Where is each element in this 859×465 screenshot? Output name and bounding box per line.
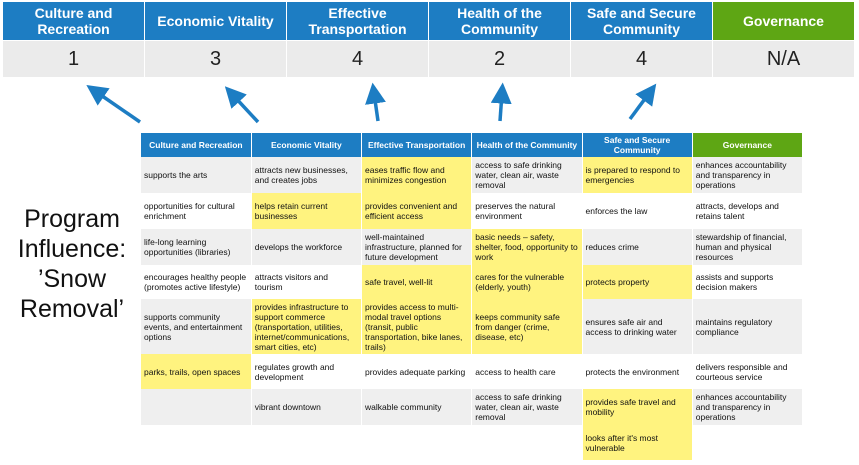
table-cell: cares for the vulnerable (elderly, youth…: [471, 265, 583, 299]
category-header: Economic Vitality: [145, 2, 287, 40]
arrow-icon: [86, 85, 141, 124]
table-cell: encourages healthy people (promotes acti…: [141, 265, 252, 299]
table-cell: attracts new businesses, and creates job…: [251, 157, 363, 193]
table-cell: [251, 425, 363, 460]
table-row: supports community events, and entertain…: [141, 299, 804, 354]
table-cell: ensures safe air and access to drinking …: [582, 299, 693, 354]
arrow-icon: [365, 82, 386, 122]
table-cell: enhances accountability and transparency…: [692, 157, 804, 193]
table-cell: provides adequate parking: [361, 354, 473, 389]
table-cell: access to health care: [471, 354, 583, 389]
table-row: supports the arts attracts new businesses…: [141, 157, 804, 193]
table-cell: looks after it's most vulnerable: [582, 425, 693, 460]
category-score: N/A: [713, 40, 855, 77]
table-row: encourages healthy people (promotes acti…: [141, 265, 804, 299]
table-cell: keeps community safe from danger (crime,…: [471, 299, 583, 354]
table-cell: [141, 389, 252, 425]
table-header: Economic Vitality: [251, 133, 363, 157]
table-cell: reduces crime: [582, 229, 693, 265]
table-header: Governance: [692, 133, 804, 157]
category-header: Governance: [713, 2, 855, 40]
table-cell: [471, 425, 583, 460]
table-cell: well-maintained infrastructure, planned …: [361, 229, 473, 265]
table-cell: safe travel, well-lit: [361, 265, 473, 299]
table-cell: enhances accountability and transparency…: [692, 389, 804, 425]
arrow-icon: [490, 82, 512, 122]
table-cell: develops the workforce: [251, 229, 363, 265]
table-cell: [361, 425, 473, 460]
category-score: 1: [3, 40, 145, 77]
category-header: Effective Transportation: [287, 2, 429, 40]
table-cell: opportunities for cultural enrichment: [141, 193, 252, 229]
table-row: life-long learning opportunities (librar…: [141, 229, 804, 265]
table-header: Health of the Community: [471, 133, 583, 157]
table-cell: maintains regulatory compliance: [692, 299, 804, 354]
table-cell: vibrant downtown: [251, 389, 363, 425]
category-header: Health of the Community: [429, 2, 571, 40]
table-cell: delivers responsible and courteous servi…: [692, 354, 804, 389]
table-cell: supports the arts: [141, 157, 252, 193]
table-header: Culture and Recreation: [141, 133, 252, 157]
table-cell: provides access to multi-modal travel op…: [361, 299, 473, 354]
table-cell: preserves the natural environment: [471, 193, 583, 229]
table-cell: parks, trails, open spaces: [141, 354, 252, 389]
table-cell: attracts, develops and retains talent: [692, 193, 804, 229]
table-cell: provides safe travel and mobility: [582, 389, 693, 425]
category-score: 4: [287, 40, 429, 77]
table-cell: [692, 425, 804, 460]
table-cell: stewardship of financial, human and phys…: [692, 229, 804, 265]
arrow-icon: [224, 86, 260, 124]
table-row: looks after it's most vulnerable: [141, 425, 804, 460]
category-score: 4: [571, 40, 713, 77]
influence-table: Culture and Recreation Economic Vitality E…: [141, 133, 804, 460]
table-cell: basic needs – safety, shelter, food, opp…: [471, 229, 583, 265]
category-header: Culture and Recreation: [3, 2, 145, 40]
table-cell: helps retain current businesses: [251, 193, 363, 229]
table-cell: regulates growth and development: [251, 354, 363, 389]
table-cell: eases traffic flow and minimizes congest…: [361, 157, 473, 193]
table-cell: provides infrastructure to support comme…: [251, 299, 363, 354]
table-header: Effective Transportation: [361, 133, 473, 157]
table-cell: assists and supports decision makers: [692, 265, 804, 299]
table-cell: protects property: [582, 265, 693, 299]
table-row: opportunities for cultural enrichment hel…: [141, 193, 804, 229]
table-row: vibrant downtown walkable community access…: [141, 389, 804, 425]
table-row: parks, trails, open spaces regulates grow…: [141, 354, 804, 389]
table-cell: walkable community: [361, 389, 473, 425]
category-score: 2: [429, 40, 571, 77]
table-cell: is prepared to respond to emergencies: [582, 157, 693, 193]
table-cell: protects the environment: [582, 354, 693, 389]
score-summary: Culture and Recreation Economic Vitality E…: [3, 2, 855, 77]
table-cell: enforces the law: [582, 193, 693, 229]
arrow-icon: [628, 83, 657, 121]
table-cell: attracts visitors and tourism: [251, 265, 363, 299]
table-cell: life-long learning opportunities (librar…: [141, 229, 252, 265]
category-score: 3: [145, 40, 287, 77]
table-cell: [141, 425, 252, 460]
program-influence-label: Program Influence: ’Snow Removal’: [17, 205, 127, 323]
table-cell: supports community events, and entertain…: [141, 299, 252, 354]
table-cell: access to safe drinking water, clean air…: [471, 157, 583, 193]
table-cell: access to safe drinking water, clean air…: [471, 389, 583, 425]
table-header: Safe and Secure Community: [582, 133, 693, 157]
category-header: Safe and Secure Community: [571, 2, 713, 40]
table-cell: provides convenient and efficient access: [361, 193, 473, 229]
